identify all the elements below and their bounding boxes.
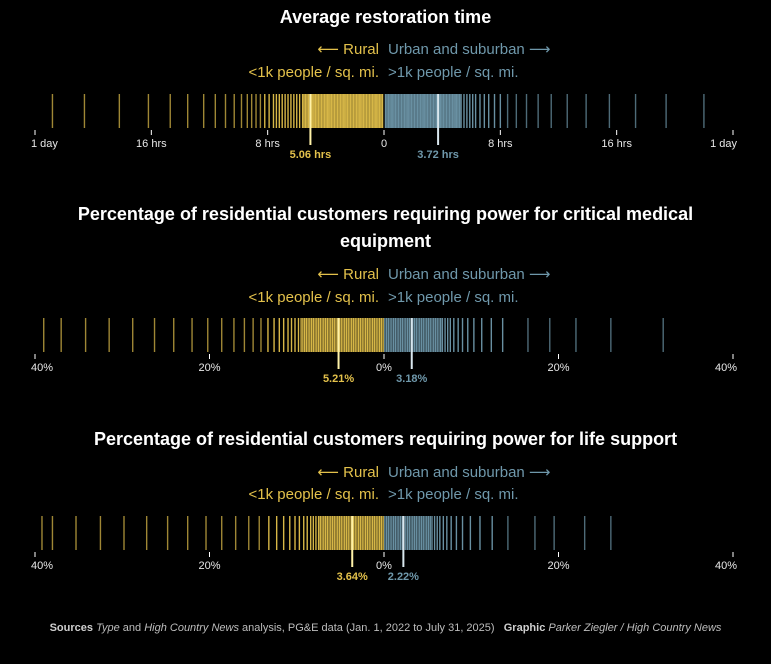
strip-chart-medical: 40% 20% 0% 20% 40% 5.21% 3.18% [31, 318, 737, 385]
urban-direction-label: Urban and suburban ⟶ [388, 464, 551, 481]
strip-chart-life-support: 40% 20% 0% 20% 40% 3.64% 2.22% [31, 516, 737, 583]
chart-title-medical: Percentage of residential customers requ… [77, 204, 694, 251]
axis-tick-label: 0% [376, 560, 392, 572]
urban-density-label: >1k people / sq. mi. [388, 64, 519, 81]
axis-tick-label: 0% [376, 362, 392, 374]
axis-tick-label: 8 hrs [255, 138, 280, 150]
rural-density-label: <1k people / sq. mi. [248, 289, 380, 306]
rural-median-label: 5.06 hrs [290, 149, 332, 161]
graphic-label: Graphic [503, 622, 546, 634]
urban-direction-label: Urban and suburban ⟶ [388, 266, 551, 283]
chart-title-restoration: Average restoration time [279, 7, 492, 27]
urban-density-label: >1k people / sq. mi. [388, 289, 519, 306]
urban-density-label: >1k people / sq. mi. [388, 486, 519, 503]
axis-tick-label: 20% [547, 362, 569, 374]
rural-median-label: 5.21% [323, 373, 354, 385]
axis-tick-label: 1 day [710, 138, 737, 150]
axis-tick-label: 20% [198, 560, 220, 572]
urban-direction-label: Urban and suburban ⟶ [388, 41, 551, 58]
rural-median-label: 3.64% [337, 571, 368, 583]
axis-tick-label: 40% [715, 362, 737, 374]
axis-tick-label: 0 [381, 138, 387, 150]
rural-density-label: <1k people / sq. mi. [248, 64, 380, 81]
axis-tick-label: 20% [547, 560, 569, 572]
graphic-credit: Parker Ziegler / High Country News [548, 622, 722, 634]
urban-median-label: 2.22% [388, 571, 419, 583]
axis-tick-label: 40% [715, 560, 737, 572]
sources-label: Sources [49, 622, 94, 634]
rural-density-label: <1k people / sq. mi. [248, 486, 380, 503]
urban-median-label: 3.72 hrs [417, 149, 459, 161]
chart-title-life-support: Percentage of residential customers requ… [93, 429, 678, 449]
rural-direction-label: ⟵ Rural [317, 41, 379, 58]
sources-and: and [122, 622, 142, 634]
sources-type: Type [96, 622, 120, 634]
axis-tick-label: 40% [31, 560, 53, 572]
urban-median-label: 3.18% [396, 373, 427, 385]
axis-tick-label: 1 day [31, 138, 58, 150]
sources-hcn: High Country News [144, 622, 239, 634]
axis-tick-label: 16 hrs [136, 138, 167, 150]
axis-tick-label: 8 hrs [488, 138, 513, 150]
sources-rest: analysis, PG&E data (Jan. 1, 2022 to Jul… [242, 622, 495, 634]
axis-tick-label: 20% [198, 362, 220, 374]
footer-credits: Sources Type and High Country News analy… [0, 622, 771, 634]
rural-direction-label: ⟵ Rural [317, 266, 379, 283]
rural-direction-label: ⟵ Rural [317, 464, 379, 481]
strip-chart-restoration: 1 day 16 hrs 8 hrs 0 8 hrs 16 hrs 1 day 5.06 hr… [31, 94, 737, 161]
axis-tick-label: 16 hrs [601, 138, 632, 150]
axis-tick-label: 40% [31, 362, 53, 374]
